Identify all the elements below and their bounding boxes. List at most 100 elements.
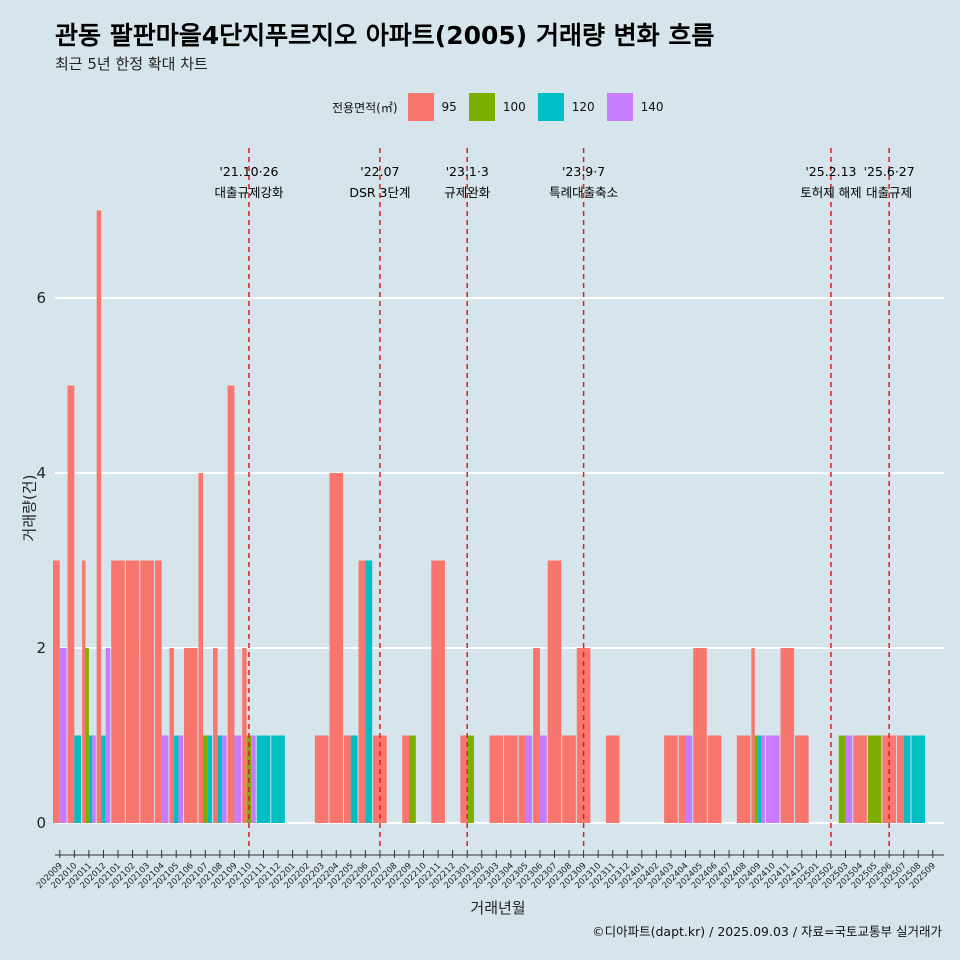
bar-120-202010 [74,735,82,823]
bar-95-202307 [547,560,562,823]
bar-120-202011 [88,735,93,823]
bar-95-202011 [82,560,86,823]
legend: 전용면적(㎡) 95 100 120 140 [332,92,676,122]
chart-subtitle: 최근 5년 한정 확대 차트 [55,55,208,73]
bar-95-202103 [140,560,154,823]
bar-120-202206 [365,560,373,823]
x-axis-label: 거래년월 [470,899,526,917]
legend-title: 전용면적(㎡) [332,100,398,115]
bar-140-202110 [251,735,256,823]
bar-95-202102 [125,560,140,823]
legend-label-95: 95 [441,100,457,114]
bar-95-202406 [707,735,722,823]
bar-95-202412 [795,735,809,823]
bar-140-202104 [161,735,169,823]
legend-swatch-140 [606,93,633,121]
bar-95-202205 [344,735,351,823]
event-date-label: '22.07 [360,164,399,179]
event-date-label: '23.1·3 [446,164,489,179]
bar-100-202503 [838,735,846,823]
event-text-label: 대출규제강화 [214,185,284,200]
event-date-label: '21.10·26 [219,164,278,179]
bar-95-202204 [329,473,344,823]
y-tick-label: 6 [36,289,46,307]
event-text-label: DSR 3단계 [349,185,410,200]
bar-140-202105 [178,735,183,823]
chart-title: 관동 팔판마을4단지푸르지오 아파트(2005) 거래량 변화 흐름 [55,21,715,50]
bar-140-202108 [222,735,227,823]
event-date-label: '23.9·7 [562,164,605,179]
bar-120-202107 [207,735,213,823]
bar-95-202304 [504,735,518,823]
bar-120-202105 [173,735,179,823]
bar-140-202011 [92,735,96,823]
legend-item-120: 120 [537,93,595,121]
bar-95-202301 [460,735,468,823]
bar-95-202411 [780,648,795,823]
bar-95-202507 [896,735,904,823]
bar-140-202306 [539,735,547,823]
event-text-label: 대출규제 [866,185,912,200]
source-caption: ©디아파트(dapt.kr) / 2025.09.03 / 자료=국토교통부 실… [592,924,942,939]
legend-item-95: 95 [407,93,457,121]
bar-120-202108 [217,735,223,823]
legend-label-120: 120 [571,100,595,114]
bar-120-202205 [350,735,358,823]
event-text-label: 특례대출축소 [549,185,618,200]
bar-95-202206 [358,560,366,823]
bar-140-202009 [59,648,67,823]
bar-95-202409 [751,648,755,823]
bar-95-202209 [402,735,409,823]
bar-95-202404 [678,735,686,823]
bar-95-202203 [314,735,329,823]
bar-95-202308 [562,735,576,823]
bar-120-202409 [758,735,762,823]
bar-120-202112 [271,735,285,823]
bar-95-202403 [664,735,678,823]
bar-120-202507 [903,735,911,823]
event-text-label: 토허제 해제 [800,185,861,200]
legend-swatch-95 [407,93,434,121]
legend-item-140: 140 [606,93,664,121]
bar-95-202108 [213,648,218,823]
bar-140-202012 [105,648,111,823]
legend-label-140: 140 [640,100,664,114]
bars [53,210,926,823]
bar-95-202104 [154,560,162,823]
bar-140-202409 [761,735,765,823]
event-date-label: '25.2.13 [805,164,856,179]
y-axis-label: 거래량(건) [20,474,39,542]
bar-100-202505 [867,735,882,823]
bar-100-202209 [409,735,416,823]
event-date-label: '25.6·27 [864,164,915,179]
event-text-label: 규제완화 [444,185,491,200]
bar-100-202107 [203,735,208,823]
bar-100-202301 [467,735,474,823]
event-markers: '21.10·26 대출규제강화 '22.07 DSR 3단계 '23.1·3 규제완화 '… [214,148,915,850]
bar-100-202409 [754,735,759,823]
bar-95-202101 [111,560,125,823]
legend-swatch-100 [468,93,495,121]
bar-140-202109 [234,735,242,823]
bar-95-202012 [96,210,102,823]
y-tick-label: 2 [36,639,46,657]
bar-95-202106 [183,648,198,823]
bar-95-202306 [533,648,540,823]
bar-95-202408 [736,735,751,823]
bar-95-202109 [227,385,235,823]
legend-item-100: 100 [468,93,526,121]
bar-95-202305 [518,735,526,823]
bar-95-202211 [431,560,445,823]
bar-95-202405 [693,648,707,823]
bar-95-202504 [853,735,867,823]
bar-120-202012 [101,735,106,823]
bar-95-202107 [198,473,204,823]
bar-95-202105 [169,648,174,823]
bar-120-202508 [911,735,926,823]
bar-95-202009 [53,560,60,823]
bar-95-202010 [67,385,75,823]
bar-95-202311 [605,735,620,823]
bar-140-202503 [845,735,853,823]
legend-swatch-120 [537,93,564,121]
